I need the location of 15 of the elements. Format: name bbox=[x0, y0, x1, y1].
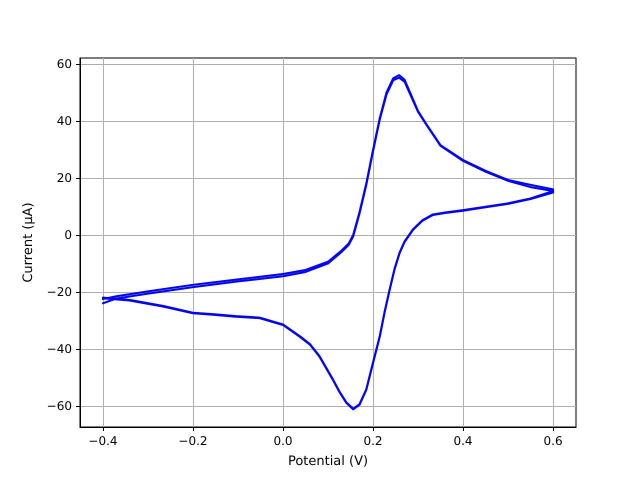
y-axis-title: Current (μA) bbox=[21, 202, 36, 283]
y-tick-label: −40 bbox=[46, 342, 72, 356]
x-tick-label: 0.0 bbox=[273, 434, 293, 448]
y-tick-label: −60 bbox=[46, 398, 72, 413]
x-tick-label: −0.2 bbox=[178, 434, 208, 448]
y-tick-label: 0 bbox=[64, 228, 72, 242]
x-tick-label: 0.4 bbox=[453, 434, 473, 448]
y-tick-label: 20 bbox=[56, 170, 72, 185]
x-tick-label: 0.6 bbox=[544, 434, 563, 448]
x-tick-label: 0.2 bbox=[363, 434, 383, 448]
y-tick-label: 40 bbox=[56, 114, 72, 128]
y-tick-label: −20 bbox=[46, 284, 72, 299]
y-tick-label: 60 bbox=[56, 56, 72, 71]
x-axis-title: Potential (V) bbox=[288, 454, 368, 469]
x-tick-label: −0.4 bbox=[88, 434, 118, 448]
